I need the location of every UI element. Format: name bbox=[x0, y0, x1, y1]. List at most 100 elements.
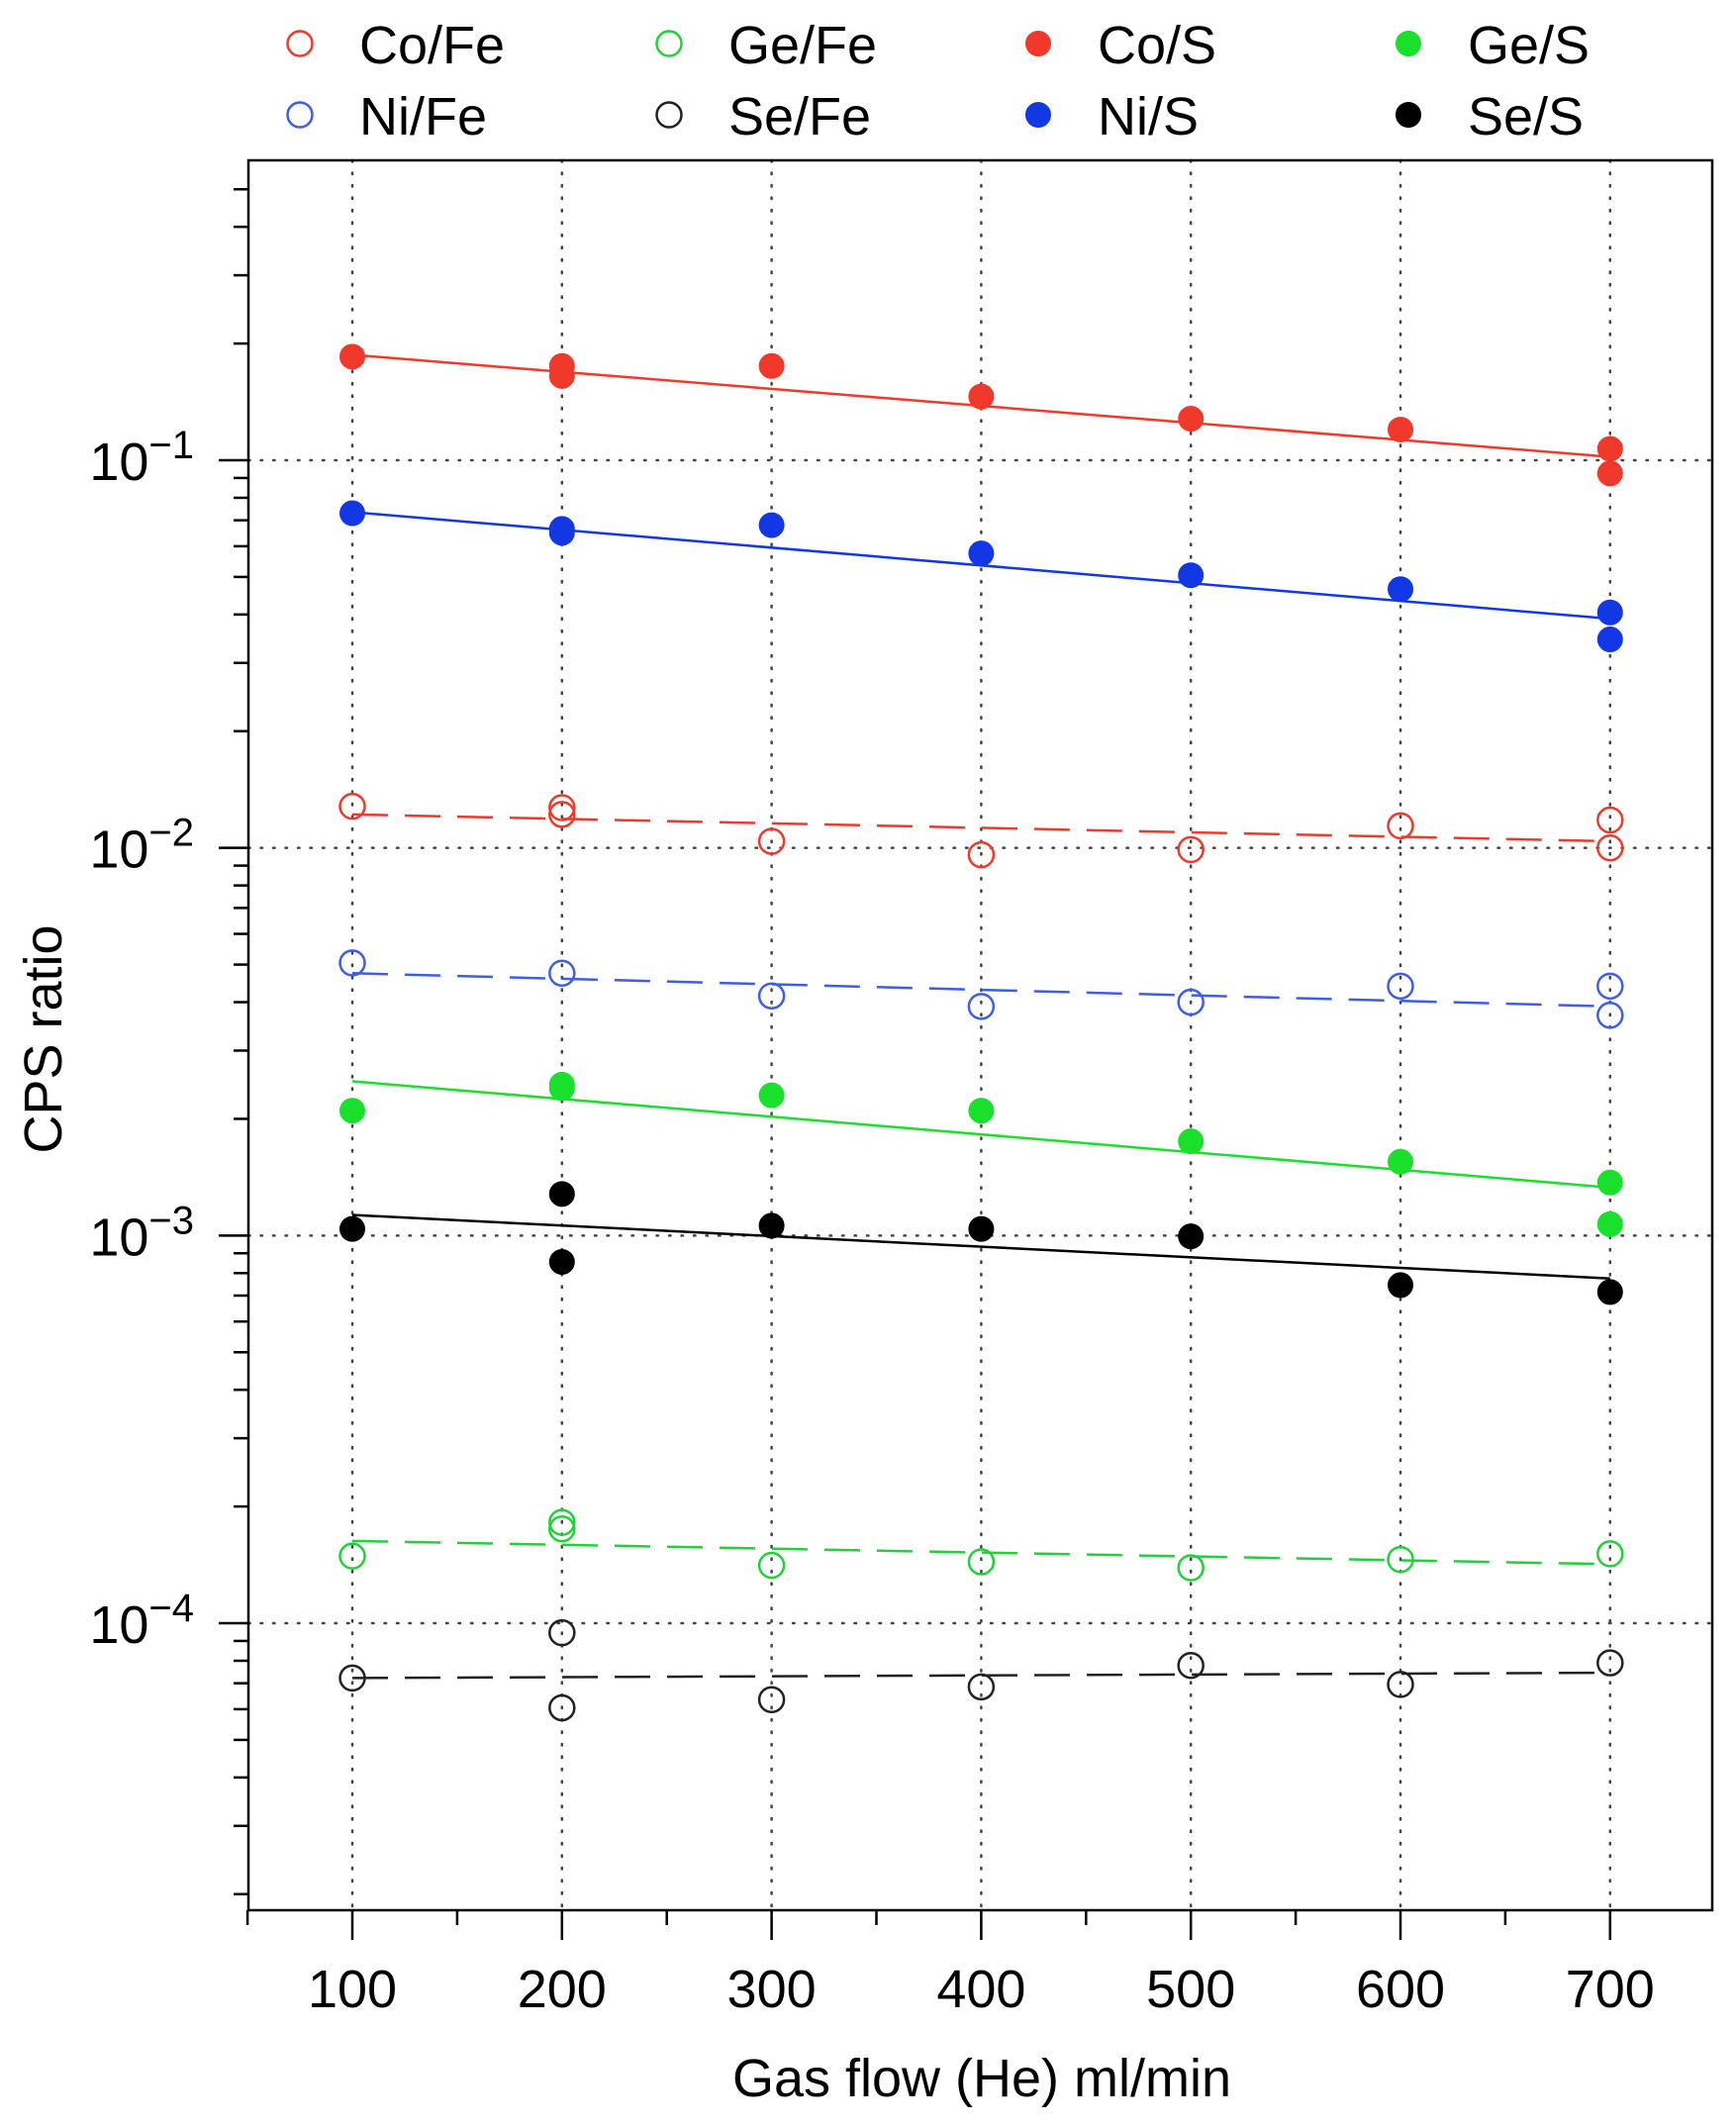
point-ge-fe bbox=[967, 1548, 996, 1576]
point-ge-s bbox=[1178, 1128, 1205, 1155]
point-ge-fe bbox=[1596, 1540, 1624, 1568]
point-co-fe bbox=[967, 840, 996, 869]
point-ge-fe bbox=[338, 1542, 366, 1570]
point-co-s bbox=[968, 383, 995, 410]
point-se-fe bbox=[1596, 1649, 1624, 1677]
legend-label-ge-fe: Ge/Fe bbox=[728, 16, 877, 75]
y-tick-label: 10−3 bbox=[89, 1199, 194, 1267]
legend-label-se-fe: Se/Fe bbox=[728, 87, 871, 146]
point-se-s bbox=[548, 1248, 575, 1275]
x-tick-label: 400 bbox=[936, 1960, 1025, 2019]
point-co-fe bbox=[1387, 812, 1414, 840]
legend-label-se-s: Se/S bbox=[1468, 87, 1584, 146]
x-axis-title: Gas flow (He) ml/min bbox=[732, 2049, 1231, 2108]
fit-line-se-s bbox=[351, 1213, 1610, 1280]
point-ni-fe bbox=[1177, 988, 1205, 1016]
point-ni-s bbox=[1178, 562, 1205, 589]
legend-marker-ge-s bbox=[1396, 31, 1421, 56]
legend-marker-ge-fe bbox=[655, 30, 683, 57]
point-se-s bbox=[548, 1181, 575, 1207]
point-ni-fe bbox=[1596, 1002, 1624, 1029]
x-tick-label: 700 bbox=[1566, 1960, 1655, 2019]
point-se-fe bbox=[757, 1686, 786, 1713]
legend-marker-co-fe bbox=[286, 30, 314, 57]
point-ge-fe bbox=[1177, 1554, 1205, 1582]
axes: 10−1 10−2 10−3 10−4 100 200 300 400 500 600 700 bbox=[89, 158, 1714, 2019]
point-ge-s bbox=[968, 1098, 995, 1124]
point-ge-s bbox=[548, 1075, 575, 1102]
point-ge-s bbox=[339, 1098, 365, 1124]
y-tick-label: 10−4 bbox=[89, 1587, 194, 1655]
point-ge-fe bbox=[548, 1515, 576, 1543]
point-se-fe bbox=[967, 1673, 996, 1701]
point-co-fe bbox=[1177, 835, 1205, 864]
point-co-s bbox=[1388, 416, 1413, 442]
point-se-s bbox=[758, 1212, 785, 1239]
x-tick-label: 600 bbox=[1356, 1960, 1445, 2019]
legend-label-co-fe: Co/Fe bbox=[359, 16, 505, 75]
point-co-s bbox=[1596, 460, 1623, 487]
point-ni-s bbox=[968, 540, 995, 567]
point-co-fe bbox=[548, 794, 576, 821]
x-tick-label: 100 bbox=[308, 1960, 397, 2019]
point-ge-fe bbox=[757, 1551, 786, 1580]
point-ni-s bbox=[548, 520, 575, 546]
legend-label-ni-fe: Ni/Fe bbox=[359, 87, 487, 146]
point-ni-fe bbox=[967, 993, 996, 1020]
point-co-s bbox=[1596, 435, 1623, 462]
x-tick-label: 500 bbox=[1146, 1960, 1235, 2019]
legend-marker-co-s bbox=[1025, 31, 1051, 56]
y-tick-label: 10−2 bbox=[89, 812, 194, 880]
point-se-s bbox=[1596, 1279, 1623, 1305]
point-se-fe bbox=[338, 1664, 366, 1692]
point-ge-s bbox=[758, 1082, 785, 1109]
legend-marker-ni-fe bbox=[286, 101, 314, 129]
point-se-s bbox=[968, 1215, 995, 1242]
point-co-s bbox=[1178, 406, 1205, 433]
x-tick-label: 200 bbox=[518, 1960, 607, 2019]
point-se-s bbox=[1388, 1272, 1413, 1299]
legend-marker-se-fe bbox=[655, 101, 683, 129]
legend-label-ni-s: Ni/S bbox=[1098, 87, 1199, 146]
point-ni-s bbox=[1596, 599, 1623, 626]
point-ni-s bbox=[1596, 627, 1623, 653]
point-se-s bbox=[339, 1215, 365, 1242]
legend-label-co-s: Co/S bbox=[1098, 16, 1216, 75]
point-ni-s bbox=[1388, 576, 1413, 603]
grid bbox=[246, 158, 1714, 1912]
point-ni-fe bbox=[548, 959, 576, 988]
point-se-s bbox=[1178, 1223, 1205, 1250]
point-co-s bbox=[548, 362, 575, 389]
legend-marker-ni-s bbox=[1025, 102, 1051, 128]
y-axis-title: CPS ratio bbox=[14, 924, 73, 1153]
point-co-fe bbox=[1596, 806, 1624, 834]
x-tick-label: 300 bbox=[727, 1960, 817, 2019]
point-ni-s bbox=[758, 512, 785, 538]
legend-marker-se-s bbox=[1396, 102, 1421, 128]
point-se-fe bbox=[1387, 1671, 1414, 1698]
legend: Co/Fe Ni/Fe Ge/Fe Se/Fe Co/S Ni/S Ge/S Se/S bbox=[286, 16, 1590, 146]
point-co-fe bbox=[757, 827, 786, 855]
point-ni-fe bbox=[1596, 972, 1624, 1001]
plot-frame bbox=[246, 158, 1714, 1912]
point-ge-s bbox=[1596, 1210, 1623, 1237]
point-se-fe bbox=[548, 1618, 576, 1647]
point-co-s bbox=[758, 352, 785, 379]
fit-line-ge-s bbox=[351, 1080, 1610, 1190]
data-points bbox=[338, 343, 1624, 1722]
point-ge-fe bbox=[1387, 1545, 1414, 1574]
point-ni-fe bbox=[757, 982, 786, 1011]
point-se-fe bbox=[548, 1693, 576, 1722]
point-ge-s bbox=[1388, 1148, 1413, 1175]
point-ni-s bbox=[339, 500, 365, 527]
point-se-fe bbox=[1177, 1651, 1205, 1680]
legend-label-ge-s: Ge/S bbox=[1468, 16, 1590, 75]
point-co-fe bbox=[548, 801, 576, 828]
point-co-fe bbox=[1596, 833, 1624, 862]
point-co-s bbox=[339, 343, 365, 370]
point-ge-fe bbox=[548, 1508, 576, 1536]
point-ge-s bbox=[1596, 1169, 1623, 1196]
point-ni-fe bbox=[338, 949, 366, 977]
y-tick-label: 10−1 bbox=[89, 424, 194, 492]
point-co-fe bbox=[338, 792, 366, 821]
